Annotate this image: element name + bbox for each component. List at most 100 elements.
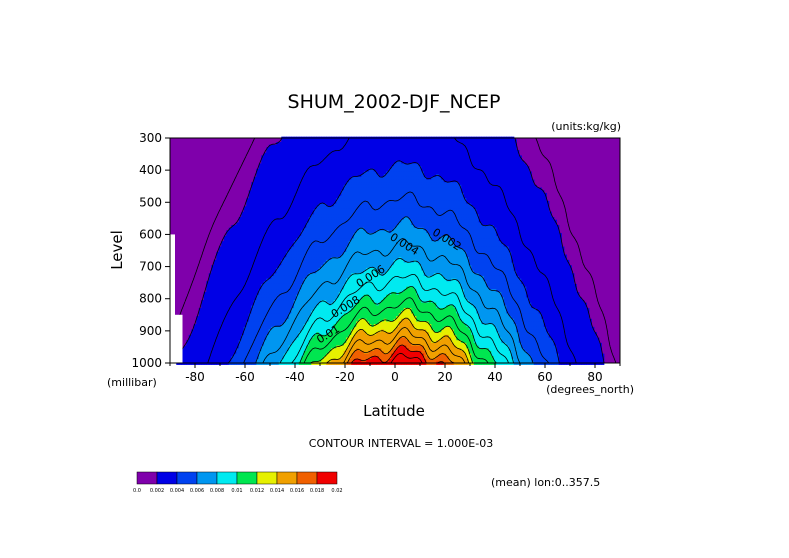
contour-cell xyxy=(513,150,517,154)
contour-cell xyxy=(343,217,347,221)
contour-cell xyxy=(391,246,395,250)
contour-cell xyxy=(283,166,287,170)
contour-cell xyxy=(308,174,312,178)
contour-cell xyxy=(486,217,490,221)
contour-cell xyxy=(261,195,265,199)
contour-cell xyxy=(441,182,445,186)
contour-cell xyxy=(476,174,480,178)
contour-cell xyxy=(278,168,282,173)
contour-cell xyxy=(248,241,252,245)
contour-cell xyxy=(483,160,487,165)
contour-cell xyxy=(403,249,407,253)
contour-cell xyxy=(491,184,495,189)
contour-cell xyxy=(233,227,237,232)
contour-cell xyxy=(516,155,520,159)
contour-cell xyxy=(446,203,450,207)
contour-cell xyxy=(361,243,365,248)
contour-cell xyxy=(336,243,340,248)
contour-cell xyxy=(523,176,527,181)
contour-cell xyxy=(263,192,267,197)
contour-cell xyxy=(511,211,515,215)
contour-cell xyxy=(441,230,445,234)
contour-cell xyxy=(526,179,530,183)
contour-cell xyxy=(473,233,477,237)
contour-cell xyxy=(398,235,402,240)
contour-cell xyxy=(253,249,257,253)
contour-cell xyxy=(293,142,297,146)
contour-cell xyxy=(421,179,425,183)
contour-cell xyxy=(383,206,387,210)
contour-cell xyxy=(453,171,457,175)
contour-cell xyxy=(358,243,362,248)
contour-cell xyxy=(443,246,447,250)
contour-cell xyxy=(546,206,550,210)
contour-cell xyxy=(393,147,397,151)
contour-cell xyxy=(308,187,312,191)
contour-cell xyxy=(451,176,455,181)
contour-cell xyxy=(391,211,395,215)
contour-cell xyxy=(326,182,330,186)
contour-cell xyxy=(496,217,500,221)
contour-cell xyxy=(373,249,377,253)
contour-cell xyxy=(361,166,365,170)
contour-cell xyxy=(456,206,460,210)
contour-cell xyxy=(516,233,520,237)
contour-cell xyxy=(353,227,357,232)
contour-cell xyxy=(251,233,255,237)
contour-cell xyxy=(423,155,427,159)
contour-cell xyxy=(338,150,342,154)
contour-cell xyxy=(336,158,340,162)
contour-cell xyxy=(313,184,317,189)
contour-cell xyxy=(373,238,377,242)
contour-cell xyxy=(513,214,517,218)
contour-cell xyxy=(401,182,405,186)
contour-cell xyxy=(226,238,230,242)
contour-cell xyxy=(283,235,287,240)
contour-cell xyxy=(481,192,485,197)
contour-cell xyxy=(318,203,322,207)
contour-cell xyxy=(381,217,385,221)
contour-cell xyxy=(293,139,297,143)
contour-cell xyxy=(476,158,480,162)
contour-cell xyxy=(418,246,422,250)
contour-cell xyxy=(426,206,430,210)
contour-cell xyxy=(523,230,527,234)
contour-cell xyxy=(491,158,495,162)
contour-cell xyxy=(526,219,530,223)
contour-cell xyxy=(461,144,465,148)
contour-cell xyxy=(448,139,452,143)
contour-cell xyxy=(261,211,265,215)
contour-cell xyxy=(388,184,392,189)
contour-cell xyxy=(233,243,237,248)
contour-cell xyxy=(436,200,440,205)
contour-cell xyxy=(363,150,367,154)
contour-cell xyxy=(316,219,320,223)
contour-cell xyxy=(546,243,550,248)
contour-cell xyxy=(426,168,430,173)
contour-cell xyxy=(331,230,335,234)
contour-cell xyxy=(548,241,552,245)
contour-cell xyxy=(446,198,450,202)
contour-cell xyxy=(448,230,452,234)
contour-cell xyxy=(366,214,370,218)
contour-cell xyxy=(406,243,410,248)
contour-cell xyxy=(303,142,307,146)
contour-cell xyxy=(516,200,520,205)
contour-cell xyxy=(241,233,245,237)
contour-cell xyxy=(353,150,357,154)
contour-cell xyxy=(361,206,365,210)
contour-cell xyxy=(463,184,467,189)
contour-cell xyxy=(521,238,525,242)
contour-cell xyxy=(353,144,357,148)
contour-cell xyxy=(501,195,505,199)
contour-cell xyxy=(341,225,345,229)
contour-cell xyxy=(436,163,440,167)
contour-cell xyxy=(336,249,340,253)
contour-cell xyxy=(393,219,397,223)
contour-cell xyxy=(296,147,300,151)
contour-cell xyxy=(498,235,502,240)
contour-cell xyxy=(468,208,472,213)
contour-cell xyxy=(403,214,407,218)
contour-cell xyxy=(253,243,257,248)
contour-cell xyxy=(486,214,490,218)
